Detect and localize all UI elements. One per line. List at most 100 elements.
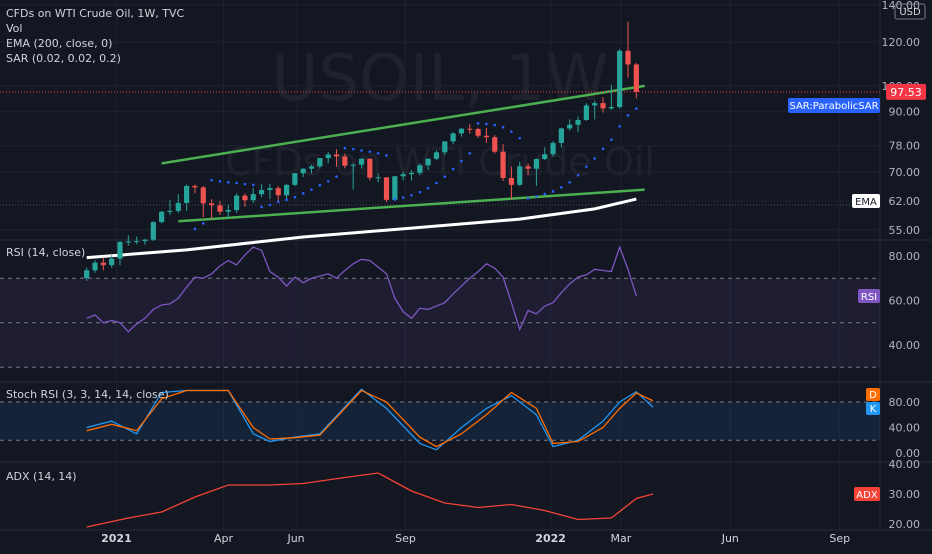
candle-body — [200, 187, 206, 204]
sar-dot — [485, 122, 488, 126]
candle — [192, 184, 198, 194]
stoch-pane-title[interactable]: Stoch RSI (3, 3, 14, 14, close) — [6, 388, 169, 401]
sar-badge-label: SAR:ParabolicSAR — [789, 101, 878, 112]
sar-dot — [293, 195, 297, 199]
sar-dot — [360, 149, 363, 152]
candle — [475, 127, 481, 139]
rsi-line — [86, 245, 637, 333]
sar-dot — [576, 173, 580, 177]
candle-body — [567, 124, 573, 129]
sar-dot — [476, 122, 480, 125]
time-tick-label: Sep — [829, 532, 850, 545]
time-tick-label: Sep — [395, 532, 416, 545]
main-price-pane[interactable] — [0, 21, 880, 281]
candle — [325, 151, 331, 164]
sar-dot — [335, 175, 338, 178]
candle-body — [367, 158, 373, 178]
candle — [200, 185, 206, 218]
sar-dot — [560, 186, 563, 189]
adx-pane[interactable] — [86, 472, 654, 528]
sar-dot — [226, 181, 230, 184]
sar-dot — [276, 200, 280, 204]
price-tick-label: 55.00 — [889, 224, 921, 237]
candle — [209, 199, 215, 220]
stoch-k-badge — [866, 402, 880, 415]
candle — [433, 150, 440, 161]
sar-dot — [410, 193, 413, 197]
candle — [508, 166, 515, 200]
candle-body — [583, 105, 589, 120]
candle-body — [217, 205, 223, 212]
adx-line — [86, 472, 654, 528]
candle-body — [633, 64, 639, 92]
sar-dot — [385, 154, 388, 157]
candle — [500, 144, 506, 181]
sar-dot — [401, 196, 405, 199]
candle — [225, 204, 231, 220]
rsi-badge-label: RSI — [861, 292, 877, 303]
time-tick-label: 2022 — [535, 532, 566, 545]
ema-badge-label: EMA — [855, 197, 877, 208]
sar-dot — [243, 182, 247, 186]
candle — [525, 163, 531, 176]
sar-dot — [543, 192, 547, 196]
candle — [517, 161, 523, 186]
candle-body — [433, 152, 440, 159]
adx-badge — [854, 487, 880, 501]
candle — [267, 184, 273, 200]
candle — [250, 187, 256, 203]
candle — [600, 96, 606, 113]
candle — [84, 267, 90, 281]
legend-sar[interactable]: SAR (0.02, 0.02, 0.2) — [6, 52, 121, 65]
price-axis-layer[interactable]: 140.00120.00100.0090.0078.0070.0062.0055… — [882, 0, 921, 531]
legend-volume[interactable]: Vol — [6, 22, 23, 35]
candle-body — [209, 203, 215, 206]
adx-pane-title[interactable]: ADX (14, 14) — [6, 470, 77, 483]
candle — [592, 100, 598, 120]
rsi-pane-title[interactable]: RSI (14, close) — [6, 246, 86, 259]
legend-title[interactable]: CFDs on WTI Crude Oil, 1W, TVC — [6, 7, 185, 20]
rsi-tick-label: 40.00 — [889, 339, 921, 352]
time-tick-label: 2021 — [101, 532, 132, 545]
candle-body — [500, 151, 506, 179]
candle — [417, 163, 423, 176]
candle — [100, 257, 106, 271]
candle — [175, 194, 181, 213]
candle — [283, 184, 290, 200]
candle — [142, 238, 148, 245]
candle — [358, 158, 365, 169]
candle-body — [492, 137, 498, 152]
stoch-k-badge-label: K — [870, 404, 877, 415]
sar-dot — [426, 186, 430, 190]
price-tick-label: 120.00 — [882, 36, 921, 49]
candle-body — [333, 154, 340, 157]
candle-body — [275, 188, 281, 196]
sar-dot — [451, 167, 455, 171]
candle — [483, 127, 490, 143]
trendline-upper — [161, 84, 645, 165]
candle-body — [175, 202, 181, 211]
candle — [92, 260, 98, 273]
candle — [442, 141, 448, 156]
chart-legend[interactable]: CFDs on WTI Crude Oil, 1W, TVC Vol EMA (… — [6, 6, 184, 66]
candle — [450, 132, 456, 145]
sar-dot — [368, 150, 372, 153]
time-axis[interactable]: 2021 Apr Jun Sep 2022 Mar Jun Sep — [101, 532, 850, 545]
price-tick-label: 62.00 — [889, 195, 921, 208]
candle-body — [242, 195, 248, 201]
rsi-pane[interactable] — [86, 245, 637, 333]
sar-dot — [393, 198, 397, 201]
stoch-rsi-pane[interactable] — [86, 388, 654, 451]
candle — [292, 173, 298, 186]
candle-body — [167, 210, 173, 212]
candle-body — [608, 107, 614, 109]
sar-dot — [376, 151, 380, 155]
candle-body — [392, 176, 398, 200]
legend-ema[interactable]: EMA (200, close, 0) — [6, 37, 113, 50]
sar-dot — [618, 125, 621, 128]
candle-body — [558, 128, 564, 143]
adx-tick-label: 20.00 — [889, 518, 921, 531]
watermark-symbol: USOIL, 1W — [271, 42, 608, 116]
